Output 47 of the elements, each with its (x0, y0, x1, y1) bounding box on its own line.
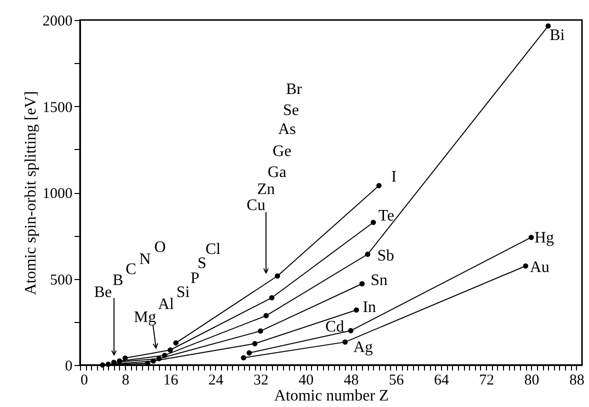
annotation: I (391, 168, 397, 186)
annotation: As (278, 121, 296, 138)
annotation: Au (530, 258, 550, 276)
annotation: Al (158, 296, 175, 313)
annotation: Cu (246, 197, 266, 214)
x-tick-label: 88 (569, 372, 584, 388)
annotation: C (126, 261, 136, 278)
annotation: Ge (272, 143, 292, 160)
annotation: Te (378, 207, 394, 224)
annotation: Hg (534, 229, 554, 246)
x-tick-label: 48 (344, 372, 359, 388)
annotation: B (112, 272, 124, 289)
annotation: Zn (257, 181, 275, 198)
annotation: Bi (550, 27, 566, 44)
annotation: Sn (370, 272, 388, 289)
annotation: N (139, 251, 152, 268)
annotation: Mg (134, 309, 156, 326)
annotation: Be (94, 284, 112, 301)
annotation: Cl (205, 241, 222, 258)
x-tick-label: 32 (253, 372, 268, 388)
x-tick-label: 56 (388, 372, 404, 388)
x-tick-label: 40 (298, 372, 314, 388)
annotation: S (198, 255, 206, 272)
annotation: Br (286, 81, 303, 98)
y-tick-label: 1000 (42, 186, 72, 202)
annotation: O (154, 239, 166, 256)
annotation: Sb (377, 247, 394, 264)
y-tick-label: 2000 (42, 14, 72, 30)
y-tick-label: 0 (65, 358, 72, 374)
x-tick-label: 72 (479, 372, 494, 388)
annotation: In (362, 298, 376, 316)
annotation: P (190, 270, 200, 287)
annotation: Cd (325, 318, 344, 336)
x-tick-label: 24 (208, 372, 224, 388)
y-axis-title: Atomic spin-orbit splitting [eV] (22, 91, 40, 295)
annotation: Ga (268, 164, 286, 181)
x-tick-label: 0 (80, 372, 88, 388)
annotation: Si (176, 284, 190, 301)
x-tick-label: 64 (434, 372, 450, 388)
annotation: Se (283, 102, 299, 119)
x-axis-title: Atomic number Z (274, 388, 389, 404)
x-tick-label: 8 (122, 372, 130, 388)
x-tick-label: 16 (163, 372, 179, 388)
y-tick-label: 500 (50, 272, 72, 288)
x-tick-label: 80 (524, 372, 540, 388)
y-tick-label: 1500 (42, 100, 72, 116)
annotation: Ag (353, 339, 373, 356)
